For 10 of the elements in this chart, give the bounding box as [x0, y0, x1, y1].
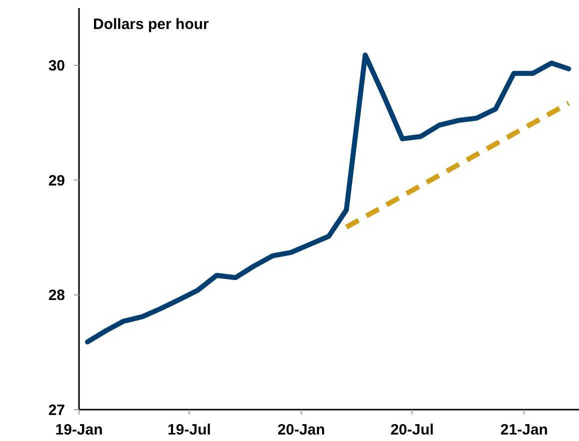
x-tick-label: 20-Jan — [278, 422, 326, 439]
x-tick-label: 19-Jan — [55, 422, 103, 439]
x-tick-label: 21-Jan — [500, 422, 548, 439]
text: Dollars per hour — [93, 16, 210, 33]
x-tick-label: 20-Jul — [390, 422, 434, 439]
y-tick-label: 29 — [48, 172, 65, 190]
y-tick-label: 28 — [48, 287, 65, 304]
x-tick-label: 19-Jul — [168, 422, 211, 439]
y-tick-label: 30 — [48, 58, 65, 75]
y-tick-label: 27 — [48, 402, 65, 419]
